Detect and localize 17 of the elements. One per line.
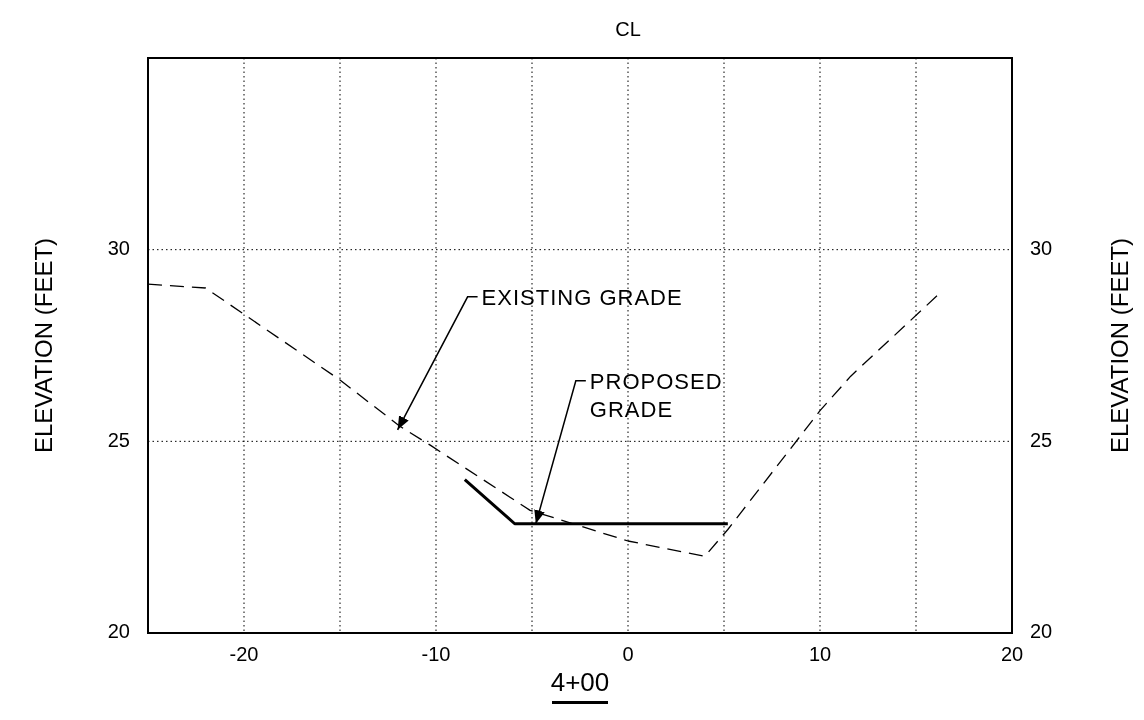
- y-tick-label: 20: [107, 620, 130, 643]
- y2-tick-label: 30: [1030, 236, 1053, 259]
- y2-axis-title: ELEVATION (FEET): [1106, 237, 1133, 454]
- y2-tick-label: 20: [1030, 620, 1053, 643]
- y-tick-label: 30: [107, 236, 130, 259]
- x-axis-title: 4+00: [550, 667, 610, 697]
- y-axis-title: ELEVATION (FEET): [30, 237, 57, 454]
- x-tick-label: 20: [1000, 643, 1024, 665]
- x-tick-label: -20: [229, 643, 259, 665]
- x-tick-label: -10: [421, 643, 451, 665]
- x-tick-label: 10: [808, 643, 832, 665]
- annotation: PROPOSED GRADE: [589, 368, 723, 422]
- y-tick-label: 25: [107, 428, 130, 451]
- y2-tick-label: 25: [1030, 428, 1053, 451]
- text: CL: [615, 18, 641, 40]
- annotation: EXISTING GRADE: [481, 284, 683, 310]
- x-tick-label: 0: [622, 643, 634, 665]
